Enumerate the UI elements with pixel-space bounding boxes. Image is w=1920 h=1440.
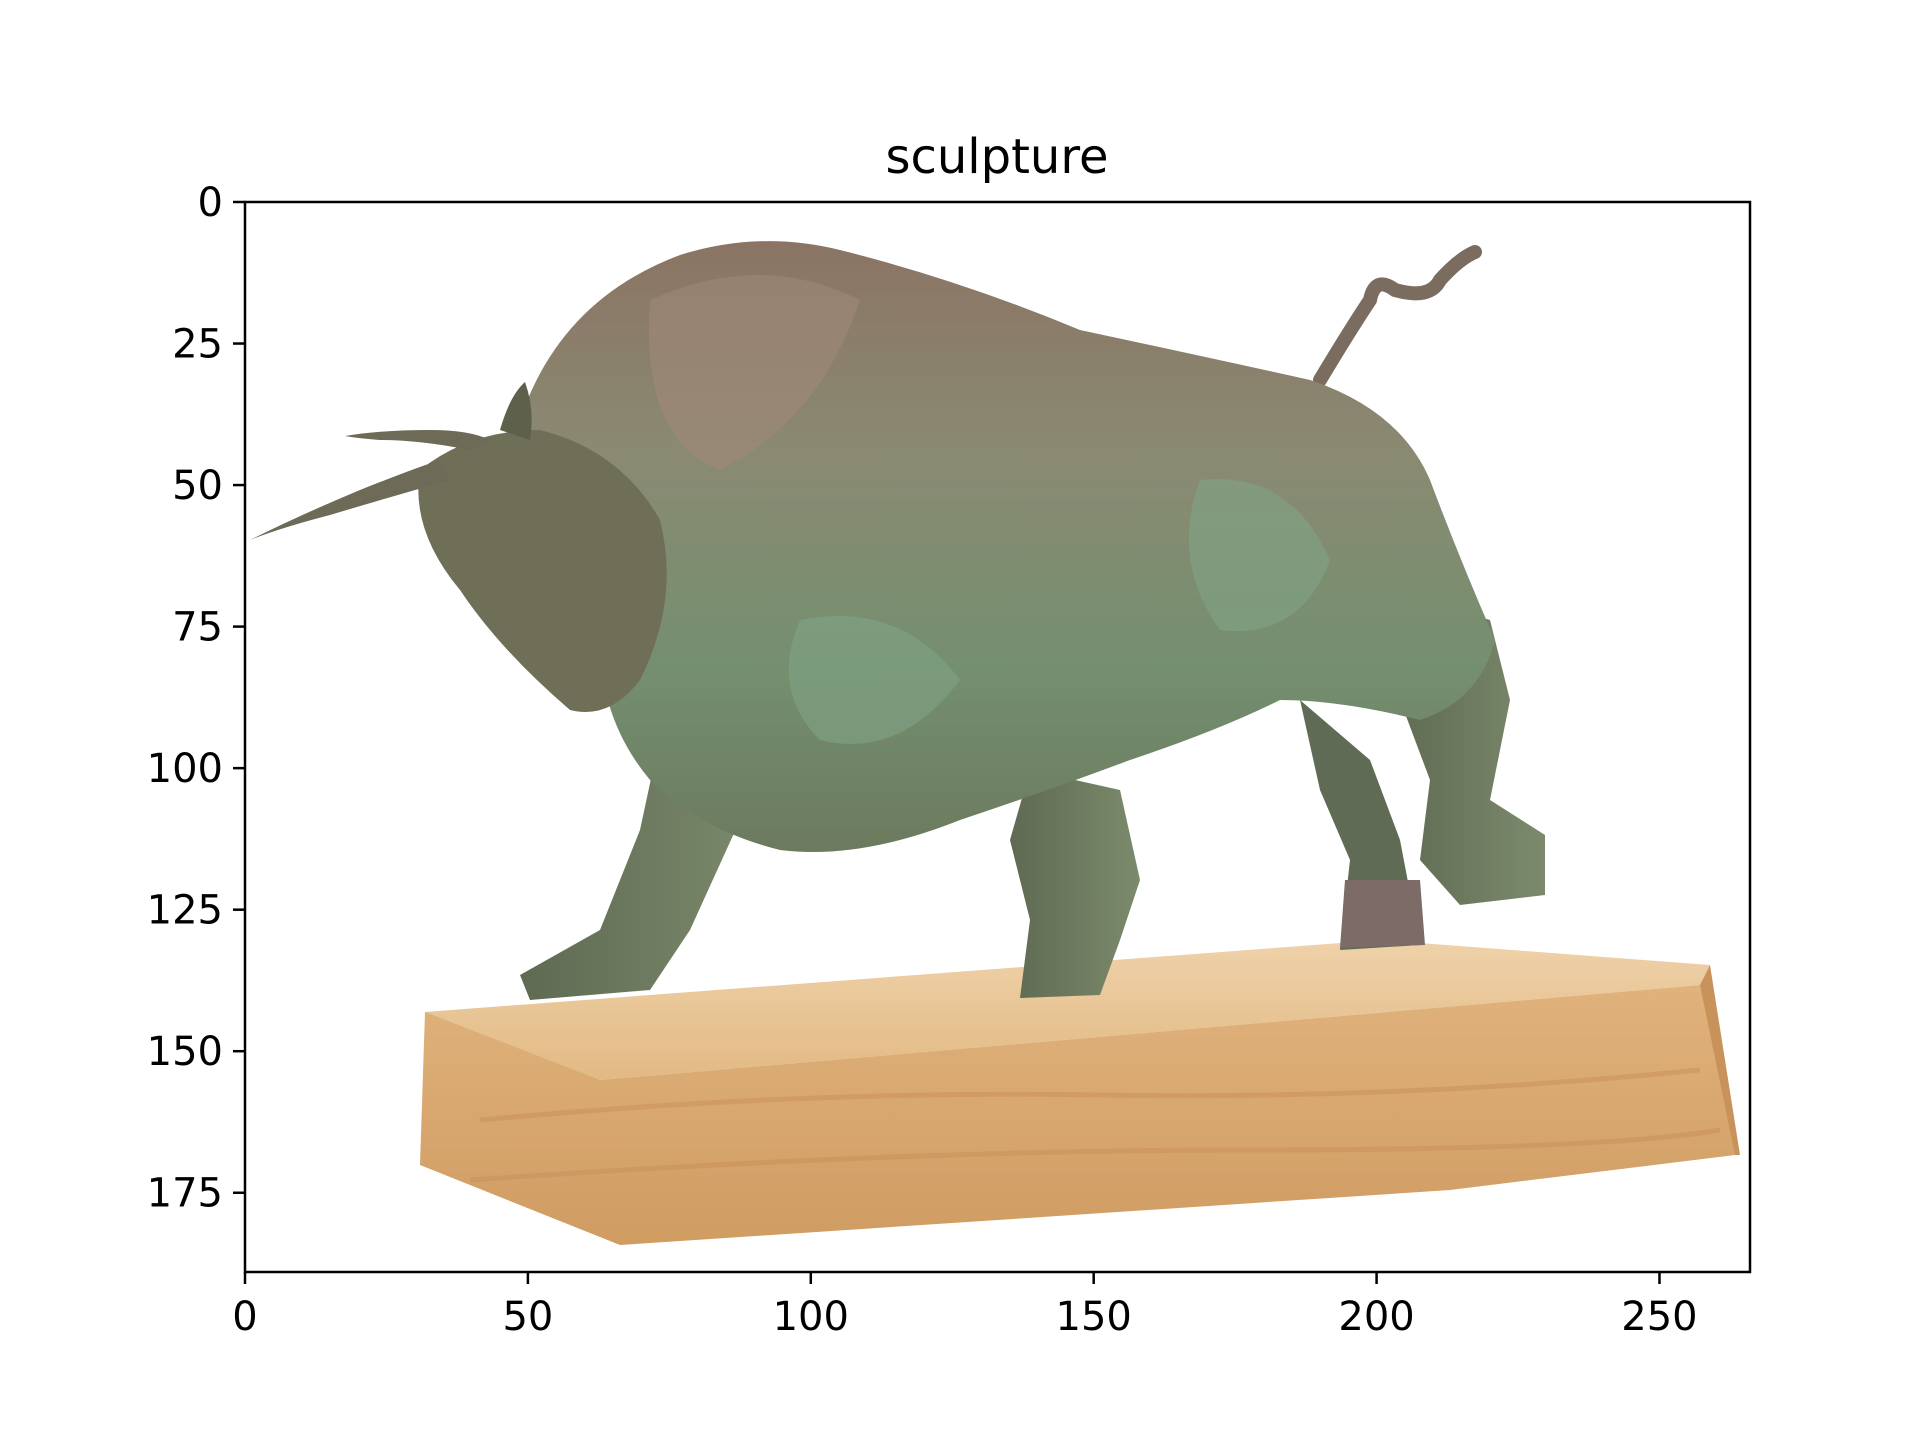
bull-front-leg-right — [1010, 770, 1140, 998]
wooden-base-top — [425, 940, 1710, 1080]
figure-title: sculpture — [885, 129, 1108, 185]
y-tick-label: 75 — [172, 605, 223, 651]
bull-horn-left — [250, 460, 450, 540]
bull-hind-hoof — [1340, 880, 1425, 948]
bull-horn-right — [345, 430, 490, 450]
plot-frame — [243, 200, 1752, 1274]
plot-area: 0 50 100 150 200 250 0 25 50 75 100 125 150 175 — [147, 180, 1752, 1340]
y-tick-label: 125 — [147, 888, 223, 934]
x-axis: 0 50 100 150 200 250 — [232, 1272, 1698, 1340]
bull-shoulder-highlight — [648, 275, 860, 470]
bull-patina — [788, 479, 1330, 744]
y-tick-label: 150 — [147, 1029, 223, 1075]
wooden-base-side — [1700, 965, 1740, 1155]
bull-tail — [1313, 245, 1482, 387]
wooden-base-grain — [469, 1067, 1721, 1183]
y-tick-label: 25 — [172, 322, 223, 368]
bronze-bull — [250, 241, 1545, 1000]
x-tick-label: 200 — [1338, 1294, 1414, 1340]
y-axis: 0 25 50 75 100 125 150 175 — [147, 180, 245, 1217]
sculpture-image — [250, 241, 1740, 1245]
x-tick-label: 100 — [773, 1294, 849, 1340]
y-tick-label: 0 — [198, 180, 223, 226]
x-tick-label: 150 — [1056, 1294, 1132, 1340]
x-tick-label: 50 — [502, 1294, 553, 1340]
x-tick-label: 250 — [1621, 1294, 1697, 1340]
y-tick-label: 100 — [147, 746, 223, 792]
bull-head — [418, 430, 667, 712]
y-tick-label: 175 — [147, 1171, 223, 1217]
wooden-base — [420, 940, 1740, 1245]
x-tick-label: 0 — [232, 1294, 257, 1340]
bull-ear — [500, 382, 532, 440]
wooden-base-front — [420, 985, 1735, 1245]
y-tick-label: 50 — [172, 463, 223, 509]
